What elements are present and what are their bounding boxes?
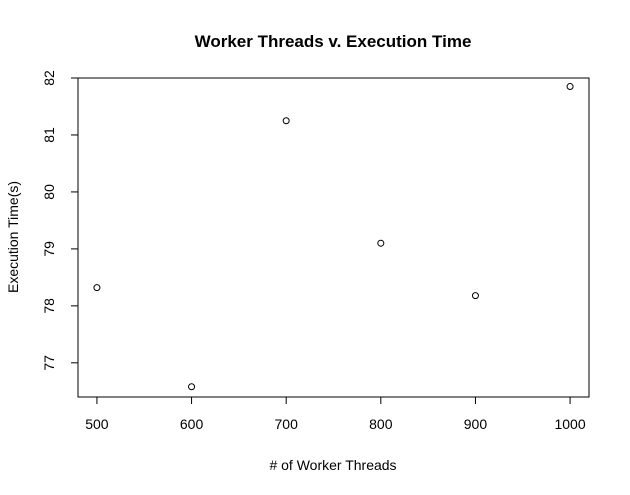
x-tick-label: 500: [85, 416, 109, 432]
x-tick-label: 600: [180, 416, 204, 432]
x-tick-label: 800: [369, 416, 393, 432]
y-tick-label: 78: [41, 298, 57, 314]
x-tick-label: 1000: [554, 416, 585, 432]
data-point: [188, 383, 196, 391]
data-point: [471, 292, 479, 300]
y-tick-label: 80: [41, 184, 57, 200]
data-point: [377, 239, 385, 247]
y-tick-label: 82: [41, 70, 57, 86]
data-points: [93, 83, 574, 391]
y-axis: 77 78 79 80 81 82: [41, 70, 79, 371]
x-axis: 500 600 700 800 900 1000: [85, 396, 586, 432]
x-axis-label: # of Worker Threads: [269, 457, 396, 473]
data-point: [93, 284, 101, 292]
y-axis-label: Execution Time(s): [5, 181, 21, 293]
y-tick-label: 81: [41, 127, 57, 143]
data-point: [566, 83, 574, 91]
plot-frame: [77, 77, 590, 398]
y-tick-label: 79: [41, 241, 57, 257]
chart-title: Worker Threads v. Execution Time: [195, 32, 472, 51]
x-tick-label: 700: [275, 416, 299, 432]
y-tick-label: 77: [41, 355, 57, 371]
x-tick-label: 900: [464, 416, 488, 432]
data-point: [282, 117, 290, 125]
